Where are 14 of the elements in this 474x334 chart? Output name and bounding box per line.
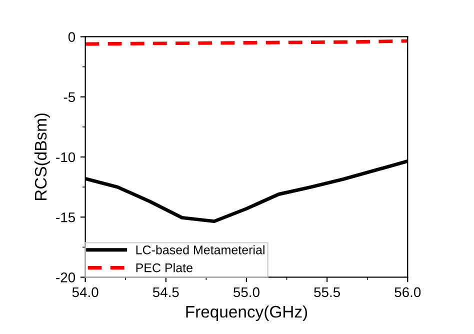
x-tick-label: 56.0 <box>394 287 421 298</box>
y-tick-label: -20 <box>56 272 76 282</box>
x-tick-label: 54.0 <box>72 287 98 298</box>
y-tick-label: 0 <box>68 32 76 42</box>
x-tick-label: 54.5 <box>152 287 179 298</box>
y-tick-label: -10 <box>56 152 76 162</box>
x-tick-label: 55.0 <box>234 287 260 298</box>
y-tick-label: -15 <box>56 212 76 222</box>
y-axis-title: RCS(dBsm) <box>34 114 50 200</box>
x-tick-label: 55.5 <box>314 287 340 298</box>
legend-label: PEC Plate <box>136 263 192 272</box>
x-axis-title: Frequency(GHz) <box>186 305 308 321</box>
legend-label: LC-based Metameterial <box>136 245 264 254</box>
y-tick-label: -5 <box>64 92 76 102</box>
